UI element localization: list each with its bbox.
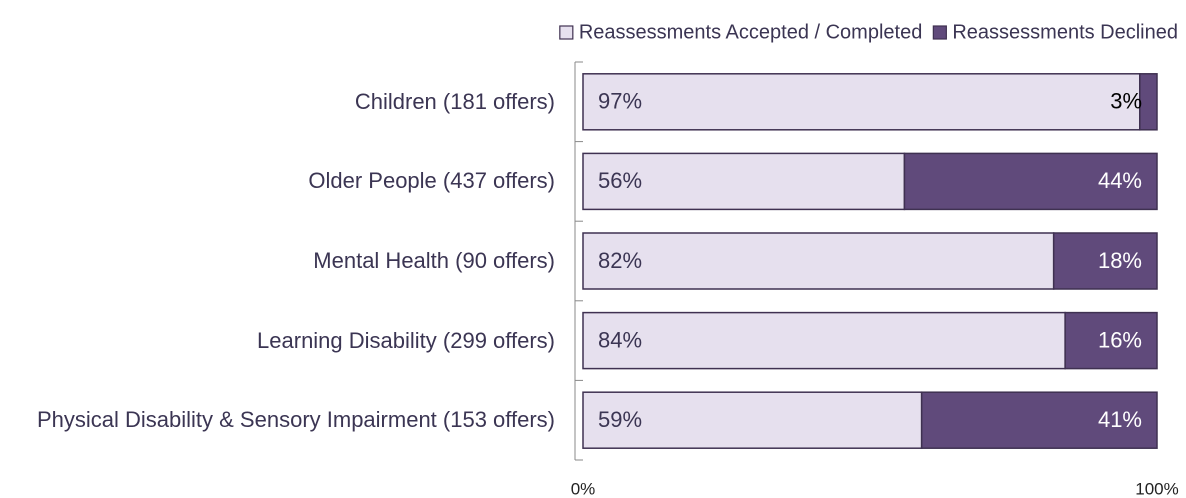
- category-text: Mental Health (90 offers): [313, 248, 555, 273]
- bar-segment: [1052, 232, 1158, 290]
- category-label: Learning Disability (299 offers): [0, 326, 555, 356]
- legend-label: Reassessments Accepted / Completed: [579, 21, 923, 43]
- value-label: 18%: [1098, 248, 1142, 273]
- legend-swatch: [932, 25, 947, 40]
- bar-segment: [1064, 311, 1158, 370]
- bar-segment: [582, 232, 1055, 290]
- bar-segment: [582, 391, 923, 449]
- category-label: Mental Health (90 offers): [0, 246, 555, 276]
- x-tick-label: 100%: [1135, 479, 1178, 498]
- value-label: 84%: [598, 327, 642, 352]
- bar-segment: [582, 73, 1141, 131]
- category-label: Children (181 offers): [0, 87, 555, 117]
- value-label: 41%: [1098, 407, 1142, 432]
- category-label: Older People (437 offers): [0, 166, 555, 196]
- value-label: 16%: [1098, 327, 1142, 352]
- value-label: 44%: [1098, 168, 1142, 193]
- legend-label: Reassessments Declined: [952, 21, 1178, 43]
- category-text: Older People (437 offers): [308, 168, 555, 194]
- bar-segment: [903, 152, 1158, 211]
- category-text: Physical Disability & Sensory Impairment…: [36, 407, 555, 433]
- bar-segment: [920, 391, 1158, 449]
- category-label: Physical Disability & Sensory Impairment…: [0, 405, 555, 435]
- value-label: 59%: [598, 407, 642, 432]
- bar-segment: [582, 152, 906, 211]
- value-label: 82%: [598, 248, 642, 273]
- category-text: Children (181 offers): [354, 88, 555, 114]
- value-label: 3%: [1110, 89, 1142, 114]
- bar-segment: [582, 311, 1066, 370]
- legend-swatch: [559, 25, 574, 40]
- bar-segment: [1139, 73, 1158, 131]
- value-label: 56%: [598, 168, 642, 193]
- x-tick-label: 0%: [571, 479, 596, 498]
- value-label: 97%: [598, 89, 642, 114]
- category-text: Learning Disability (299 offers): [257, 327, 555, 353]
